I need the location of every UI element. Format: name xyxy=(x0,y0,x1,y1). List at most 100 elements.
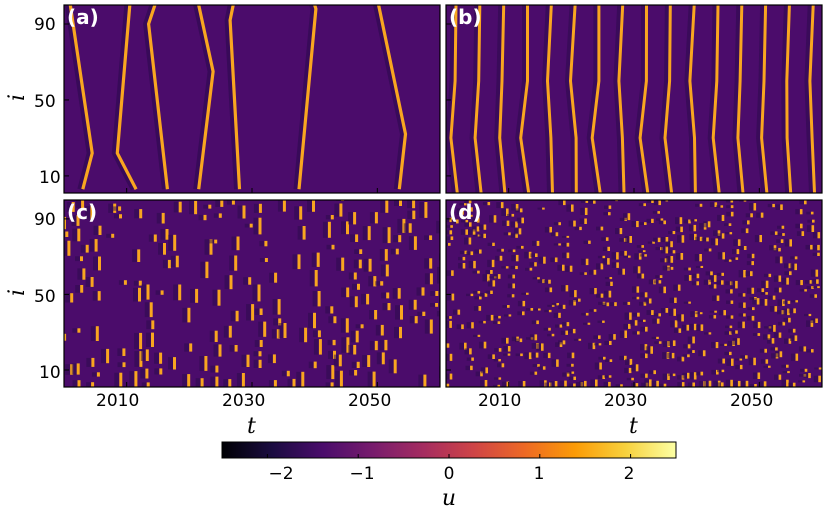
fragment xyxy=(497,321,501,324)
fragment-shadow xyxy=(254,308,260,315)
wavefront-shadow xyxy=(224,5,239,190)
fragment xyxy=(811,286,814,289)
fragment-shadow xyxy=(395,305,400,320)
fragment-shadow xyxy=(726,205,731,209)
fragment-shadow xyxy=(72,380,78,387)
fragment-shadow xyxy=(436,220,440,234)
fragment xyxy=(637,312,640,317)
fragment xyxy=(228,379,232,387)
fragment-shadow xyxy=(502,220,507,226)
fragment-shadow xyxy=(309,270,315,287)
fragment-shadow xyxy=(327,339,333,346)
fragment-shadow xyxy=(146,320,152,330)
fragment xyxy=(606,302,610,307)
fragment-shadow xyxy=(230,310,236,322)
fragment xyxy=(650,346,653,354)
fragment-shadow xyxy=(213,344,219,357)
fragment xyxy=(556,303,559,306)
fragment xyxy=(330,382,334,387)
fragment-shadow xyxy=(487,242,493,246)
fragment xyxy=(302,226,306,240)
fragment-shadow xyxy=(730,280,736,289)
fragment xyxy=(385,264,389,277)
fragment xyxy=(522,300,526,307)
fragment xyxy=(627,301,631,305)
fragment xyxy=(600,226,604,231)
fragment xyxy=(644,292,648,298)
fragment-shadow xyxy=(106,233,112,238)
fragment-shadow xyxy=(734,358,740,361)
fragment-shadow xyxy=(132,249,138,262)
fragment xyxy=(818,367,822,370)
fragment xyxy=(730,211,734,217)
wavefront-shadow xyxy=(613,5,624,193)
fragment xyxy=(651,200,654,203)
fragment-shadow xyxy=(601,237,606,241)
fragment xyxy=(77,328,81,333)
fragment xyxy=(483,320,486,324)
fragment-shadow xyxy=(777,321,783,326)
fragment-shadow xyxy=(529,371,535,375)
fragment-shadow xyxy=(550,257,555,263)
fragment-shadow xyxy=(479,224,484,230)
fragment-shadow xyxy=(58,217,63,229)
fragment xyxy=(484,380,488,387)
fragment-shadow xyxy=(547,333,552,337)
fragment xyxy=(721,233,725,239)
fragment-shadow xyxy=(579,380,584,387)
fragment-shadow xyxy=(800,368,805,372)
fragment-shadow xyxy=(724,331,730,335)
fragment xyxy=(80,256,83,262)
fragment-shadow xyxy=(212,289,218,306)
fragment xyxy=(468,237,472,245)
fragment-shadow xyxy=(636,273,642,279)
fragment xyxy=(194,200,198,215)
fragment-shadow xyxy=(704,380,709,387)
fragment-shadow xyxy=(782,371,788,374)
fragment-shadow xyxy=(797,380,803,383)
fragment-shadow xyxy=(407,200,413,209)
fragment xyxy=(67,240,71,256)
fragment xyxy=(743,270,746,278)
fragment-shadow xyxy=(603,212,608,216)
fragment-shadow xyxy=(253,217,259,235)
fragment-shadow xyxy=(798,346,804,352)
fragment-shadow xyxy=(253,351,259,357)
fragment-shadow xyxy=(709,275,714,282)
fragment-shadow xyxy=(507,274,513,279)
fragment-shadow xyxy=(598,356,603,360)
fragment-shadow xyxy=(533,308,538,311)
fragment xyxy=(788,317,791,323)
fragment-shadow xyxy=(725,379,731,387)
fragment xyxy=(497,384,501,387)
fragment-shadow xyxy=(660,246,666,254)
fragment xyxy=(810,211,814,215)
fragment-shadow xyxy=(189,200,195,215)
fragment-shadow xyxy=(715,205,721,208)
fragment xyxy=(672,250,676,254)
fragment-shadow xyxy=(85,277,91,287)
fragment xyxy=(469,222,472,227)
fragment-shadow xyxy=(790,300,796,303)
fragment xyxy=(643,203,646,207)
fragment-shadow xyxy=(325,306,331,314)
fragment xyxy=(559,342,563,347)
fragment xyxy=(729,325,733,329)
fragment xyxy=(814,294,817,298)
fragment xyxy=(408,223,412,233)
fragment-shadow xyxy=(480,293,485,297)
fragment-shadow xyxy=(93,256,98,271)
fragment xyxy=(573,383,576,387)
fragment-shadow xyxy=(334,203,340,217)
fragment xyxy=(393,359,397,374)
fragment-shadow xyxy=(806,286,812,289)
wavefront xyxy=(617,5,626,193)
fragment xyxy=(688,267,691,271)
fragment-shadow xyxy=(631,383,636,387)
fragment-shadow xyxy=(810,269,816,277)
fragment-shadow xyxy=(237,205,243,219)
fragment-shadow xyxy=(501,208,506,216)
fragment xyxy=(607,246,610,251)
fragment-shadow xyxy=(532,277,538,280)
fragment xyxy=(674,320,678,328)
